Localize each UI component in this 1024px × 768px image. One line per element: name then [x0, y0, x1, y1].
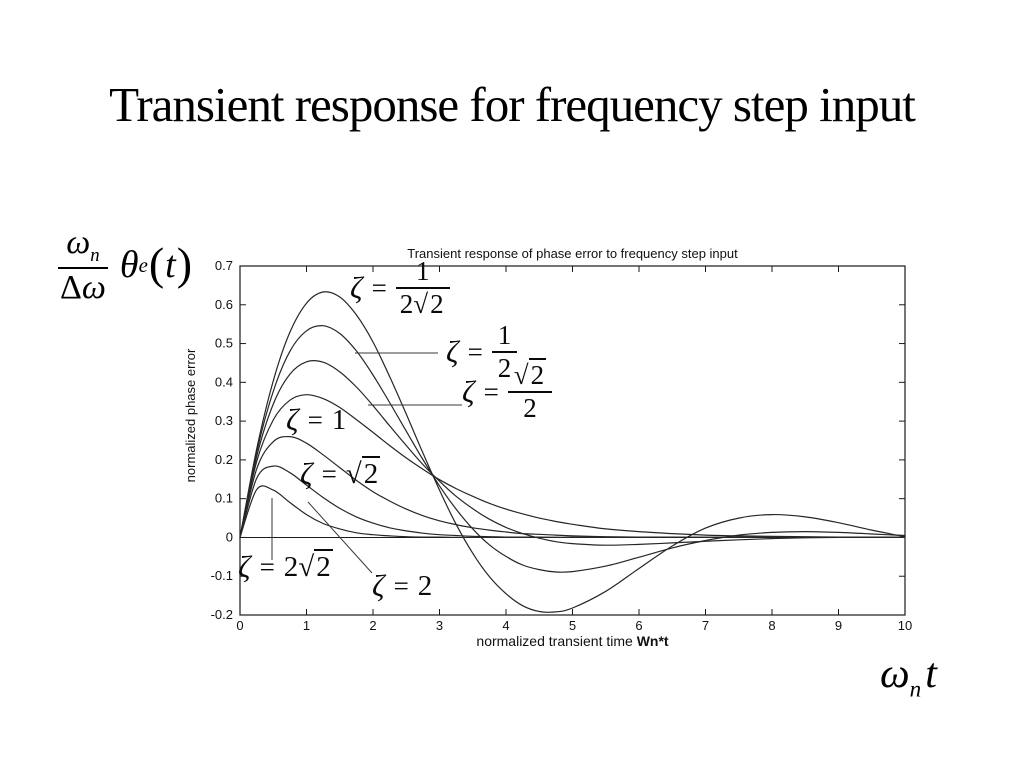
curve-label-zeta-2: ζ = 2: [372, 568, 433, 603]
chart-title: Transient response of phase error to fre…: [407, 246, 738, 261]
fraction: √2 2: [507, 358, 553, 424]
fraction-denominator: Δω: [60, 268, 106, 306]
curve-zeta=1: [239, 394, 906, 538]
x-tick-label: 2: [369, 618, 376, 633]
x-tick-label: 7: [702, 618, 709, 633]
y-tick-label: 0.6: [215, 297, 233, 312]
curve-label-zeta-sqrt2-over-2: ζ = √2 2: [462, 358, 553, 424]
y-tick-label: -0.2: [211, 607, 233, 622]
y-axis-label: normalized phase error: [183, 348, 198, 482]
y-tick-label: 0.4: [215, 374, 233, 389]
fraction: 1 2: [491, 320, 518, 384]
theta-term: θ e(t): [119, 237, 193, 289]
zeta-symbol: ζ: [462, 374, 475, 410]
zeta-symbol: ζ: [446, 334, 459, 370]
curve-label-zeta-1-over-2sqrt2: ζ = 1 2√2: [350, 256, 450, 320]
x-tick-label: 9: [835, 618, 842, 633]
x-tick-label: 6: [635, 618, 642, 633]
curve-zeta=1/(2sqrt2): [239, 291, 906, 613]
plot-box: [239, 265, 906, 616]
y-tick-label: 0.2: [215, 452, 233, 467]
omega-fraction: ωn Δω: [52, 224, 114, 307]
y-tick-label: 0.5: [215, 336, 233, 351]
fraction-numerator: ωn: [58, 224, 108, 269]
curve-label-zeta-2sqrt2: ζ = 2√2: [238, 548, 333, 584]
y-axis-formula: ωn Δω θ e(t): [52, 224, 193, 307]
x-tick-label: 0: [236, 618, 243, 633]
leader-line-4: [307, 501, 373, 574]
y-tick-label: 0.3: [215, 413, 233, 428]
x-tick-label: 8: [768, 618, 775, 633]
curve-label-zeta-1: ζ = 1: [286, 402, 347, 437]
curve-label-zeta-1-over-2: ζ = 1 2: [446, 320, 518, 384]
x-axis-label: normalized transient time Wn*t: [476, 633, 669, 649]
zeta-symbol: ζ: [238, 549, 251, 584]
x-tick-label: 4: [502, 618, 509, 633]
x-tick-label: 1: [303, 618, 310, 633]
y-tick-label: -0.1: [211, 568, 233, 583]
curve-zeta=2sqrt2: [239, 485, 905, 539]
x-axis-formula: ωnt: [880, 651, 937, 702]
curve-zeta=sqrt2/2: [239, 359, 906, 546]
curve-label-zeta-sqrt2: ζ = √2: [300, 455, 381, 491]
sqrt-icon: √: [345, 457, 362, 490]
y-tick-label: 0.7: [215, 258, 233, 273]
zeta-symbol: ζ: [350, 270, 363, 306]
sqrt-icon: √: [298, 550, 315, 583]
y-tick-label: 0: [226, 529, 233, 544]
curve-zeta=1/2: [239, 325, 906, 573]
transient-response-chart: 0 1 2 3 4 5 6 7 8 9 10 -0.2 -0.1 0 0.1 0.2 0.3 0.4 0.5 0.6 0…: [183, 246, 912, 649]
zeta-symbol: ζ: [372, 568, 385, 603]
y-tick-label: 0.1: [215, 491, 233, 506]
x-tick-label: 5: [569, 618, 576, 633]
zeta-symbol: ζ: [286, 402, 299, 437]
slide-title: Transient response for frequency step in…: [109, 77, 916, 132]
fraction: 1 2√2: [395, 256, 450, 320]
x-tick-label: 3: [436, 618, 443, 633]
zeta-symbol: ζ: [300, 456, 313, 491]
sqrt-icon: √: [413, 289, 429, 320]
sqrt-icon: √: [513, 360, 529, 390]
x-tick-label: 10: [898, 618, 912, 633]
